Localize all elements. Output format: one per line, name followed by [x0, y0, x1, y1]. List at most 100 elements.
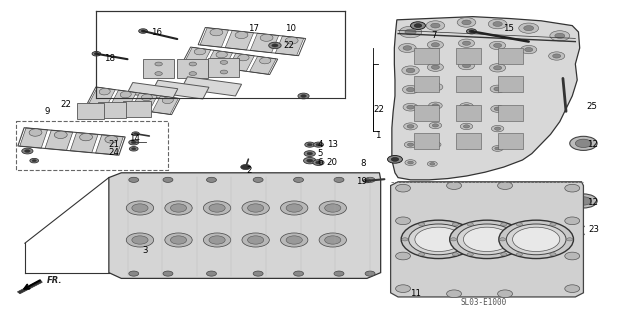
- Polygon shape: [498, 76, 523, 92]
- Circle shape: [494, 87, 501, 91]
- Circle shape: [129, 140, 139, 145]
- Ellipse shape: [285, 37, 298, 44]
- Circle shape: [419, 253, 425, 256]
- Circle shape: [567, 238, 573, 241]
- Polygon shape: [225, 30, 254, 50]
- Circle shape: [432, 104, 439, 107]
- Ellipse shape: [105, 136, 118, 143]
- Circle shape: [463, 227, 511, 252]
- Circle shape: [553, 54, 561, 58]
- Circle shape: [419, 223, 425, 226]
- Circle shape: [129, 177, 139, 182]
- Circle shape: [565, 217, 580, 225]
- Circle shape: [170, 236, 187, 244]
- Circle shape: [493, 22, 503, 26]
- Ellipse shape: [141, 94, 152, 101]
- Polygon shape: [152, 80, 209, 99]
- Circle shape: [334, 177, 344, 182]
- Polygon shape: [206, 50, 233, 68]
- Ellipse shape: [54, 131, 67, 139]
- Circle shape: [25, 149, 30, 152]
- Text: 6: 6: [318, 158, 323, 167]
- Circle shape: [433, 143, 438, 146]
- Circle shape: [139, 29, 147, 33]
- Circle shape: [463, 125, 470, 128]
- Polygon shape: [143, 59, 174, 78]
- Circle shape: [129, 271, 139, 276]
- Text: 9: 9: [45, 107, 50, 116]
- Polygon shape: [392, 17, 580, 180]
- Circle shape: [307, 159, 313, 162]
- Circle shape: [304, 157, 316, 164]
- Circle shape: [575, 197, 592, 205]
- Circle shape: [316, 143, 321, 146]
- Circle shape: [242, 233, 269, 247]
- Circle shape: [402, 66, 419, 75]
- Circle shape: [494, 107, 501, 110]
- Circle shape: [427, 41, 443, 49]
- Circle shape: [132, 236, 148, 244]
- Polygon shape: [276, 36, 304, 55]
- Circle shape: [281, 201, 308, 215]
- Circle shape: [363, 179, 371, 183]
- Circle shape: [241, 164, 251, 170]
- Circle shape: [491, 105, 504, 112]
- Polygon shape: [414, 105, 439, 121]
- Circle shape: [203, 201, 231, 215]
- Circle shape: [313, 160, 324, 165]
- Circle shape: [405, 29, 416, 35]
- Text: 22: 22: [60, 100, 72, 109]
- Polygon shape: [498, 48, 523, 64]
- Circle shape: [365, 271, 375, 276]
- Circle shape: [401, 220, 476, 259]
- Circle shape: [570, 194, 597, 208]
- Circle shape: [207, 271, 216, 276]
- Circle shape: [132, 204, 148, 212]
- Circle shape: [203, 233, 231, 247]
- Polygon shape: [249, 56, 276, 74]
- Text: 18: 18: [104, 54, 116, 63]
- Circle shape: [450, 220, 524, 259]
- Circle shape: [269, 42, 281, 49]
- Text: 12: 12: [587, 140, 598, 149]
- Text: 20: 20: [327, 158, 338, 167]
- Polygon shape: [456, 105, 481, 121]
- Text: 24: 24: [109, 148, 120, 157]
- Circle shape: [432, 85, 439, 89]
- Circle shape: [365, 177, 375, 182]
- Circle shape: [407, 143, 414, 146]
- Circle shape: [457, 18, 476, 27]
- Circle shape: [427, 63, 443, 71]
- Circle shape: [132, 148, 136, 150]
- Text: SL03-E1000: SL03-E1000: [461, 298, 507, 307]
- Circle shape: [513, 227, 560, 252]
- Ellipse shape: [260, 34, 273, 41]
- Circle shape: [406, 68, 415, 73]
- Circle shape: [298, 93, 309, 99]
- Circle shape: [432, 124, 439, 127]
- Ellipse shape: [29, 129, 42, 136]
- Circle shape: [524, 47, 532, 52]
- Circle shape: [430, 163, 435, 165]
- Circle shape: [426, 21, 445, 30]
- Text: 10: 10: [285, 24, 297, 33]
- Polygon shape: [208, 58, 239, 77]
- Circle shape: [316, 161, 321, 164]
- Circle shape: [402, 85, 419, 94]
- Ellipse shape: [238, 54, 249, 61]
- Polygon shape: [498, 105, 523, 121]
- Circle shape: [294, 177, 304, 182]
- Circle shape: [555, 33, 565, 38]
- Circle shape: [458, 61, 475, 70]
- Circle shape: [32, 159, 36, 162]
- Circle shape: [131, 141, 136, 144]
- Ellipse shape: [235, 32, 248, 39]
- Circle shape: [431, 65, 439, 69]
- Circle shape: [518, 238, 524, 241]
- Text: 22: 22: [283, 41, 294, 50]
- Circle shape: [498, 182, 513, 189]
- Circle shape: [165, 233, 192, 247]
- Polygon shape: [414, 48, 439, 64]
- Polygon shape: [182, 77, 241, 96]
- Circle shape: [411, 22, 425, 29]
